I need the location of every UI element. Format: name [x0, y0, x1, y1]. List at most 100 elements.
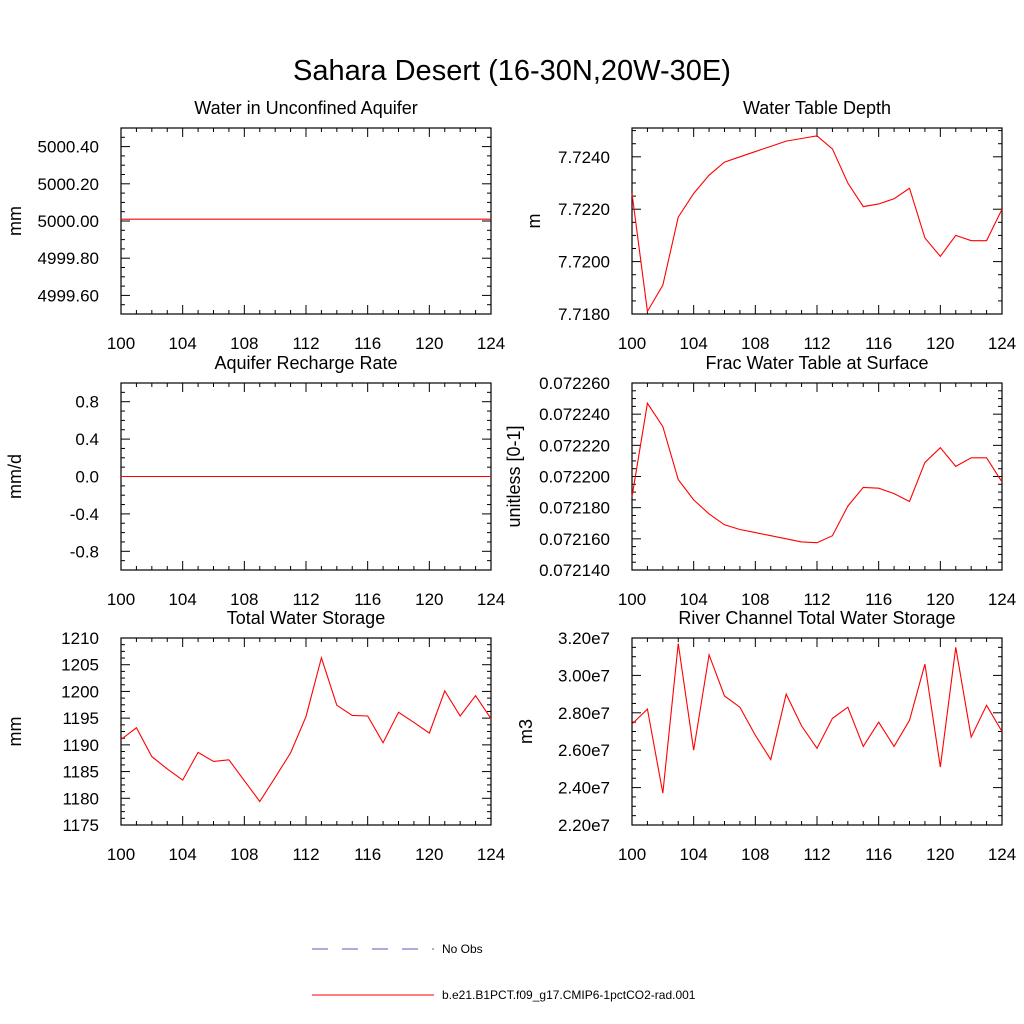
y-tick-label: 1210: [61, 629, 99, 648]
x-tick-label: 116: [865, 590, 892, 609]
x-tick-label: 112: [803, 334, 830, 353]
y-tick-label: 2.40e7: [558, 779, 610, 798]
panel-title: Frac Water Table at Surface: [705, 353, 928, 373]
legend-label-model-run: b.e21.B1PCT.f09_g17.CMIP6-1pctCO2-rad.00…: [442, 988, 696, 1002]
y-tick-label: 0.0: [75, 468, 99, 487]
x-tick-label: 108: [741, 845, 769, 864]
x-tick-label: 104: [679, 590, 707, 609]
x-tick-label: 108: [230, 334, 258, 353]
y-tick-label: 7.7240: [558, 148, 610, 167]
x-tick-label: 108: [230, 590, 258, 609]
y-tick-label: 1200: [61, 682, 99, 701]
panel-frac-water-table-at-surface: Frac Water Table at Surface unitless [0-1…: [504, 353, 1016, 609]
panel-total-water-storage: Total Water Storage mm 100 104 108 112 116 120 1…: [5, 608, 505, 864]
panel-title: River Channel Total Water Storage: [678, 608, 955, 628]
x-tick-label: 124: [988, 334, 1016, 353]
panel-title: Total Water Storage: [227, 608, 385, 628]
y-tick-label: 7.7200: [558, 253, 610, 272]
y-tick-label: 5000.20: [38, 175, 99, 194]
x-tick-label: 100: [618, 590, 646, 609]
y-tick-label: 1190: [62, 736, 99, 755]
plot-frame: [120, 127, 492, 315]
x-tick-label: 116: [354, 334, 381, 353]
y-tick-label: 4999.80: [38, 249, 99, 268]
y-tick-label: 1185: [62, 763, 99, 782]
y-tick-label: 1205: [61, 656, 99, 675]
y-tick-label: 1180: [62, 789, 99, 808]
y-tick-label: 5000.40: [38, 138, 99, 157]
y-tick-label: 0.8: [75, 393, 99, 412]
y-tick-label: 0.4: [75, 430, 99, 449]
panel-aquifer-recharge-rate: Aquifer Recharge Rate mm/d 100 104 108 112 116…: [5, 353, 505, 609]
x-tick-label: 112: [292, 590, 319, 609]
plot-frame: [120, 637, 492, 826]
panel-title: Aquifer Recharge Rate: [214, 353, 397, 373]
plot-frame: [631, 127, 1003, 315]
y-tick-label: -0.8: [70, 542, 99, 561]
plot-frame: [631, 637, 1003, 826]
x-tick-label: 116: [865, 845, 892, 864]
x-tick-label: 100: [107, 334, 135, 353]
x-tick-label: 120: [926, 334, 954, 353]
y-tick-label: 1195: [62, 709, 99, 728]
y-tick-label: 2.60e7: [558, 741, 610, 760]
x-tick-label: 100: [618, 334, 646, 353]
x-tick-label: 120: [926, 590, 954, 609]
series-line-model-run: [631, 135, 1003, 314]
y-tick-label: 0.072220: [539, 436, 610, 455]
x-tick-label: 120: [926, 845, 954, 864]
legend: No Obs b.e21.B1PCT.f09_g17.CMIP6-1pctCO2…: [312, 942, 696, 1002]
panel-title: Water in Unconfined Aquifer: [194, 98, 417, 118]
panel-river-channel-total-water-storage: River Channel Total Water Storage m3 100 10…: [516, 608, 1016, 864]
y-tick-label: 7.7180: [558, 305, 610, 324]
series-line-model-run: [120, 655, 492, 803]
y-tick-label: 2.80e7: [558, 704, 610, 723]
x-tick-label: 104: [679, 334, 707, 353]
x-tick-label: 104: [168, 334, 196, 353]
figure-title: Sahara Desert (16-30N,20W-30E): [293, 55, 731, 87]
y-tick-label: 0.072240: [539, 405, 610, 424]
x-tick-label: 112: [803, 590, 830, 609]
y-axis-label: mm/d: [5, 454, 25, 499]
x-tick-label: 112: [803, 845, 830, 864]
x-tick-label: 120: [415, 845, 443, 864]
x-tick-label: 104: [679, 845, 707, 864]
x-tick-label: 104: [168, 845, 196, 864]
x-tick-label: 112: [292, 334, 319, 353]
series-line-model-run: [631, 401, 1003, 544]
panel-title: Water Table Depth: [743, 98, 891, 118]
x-tick-label: 100: [618, 845, 646, 864]
x-tick-label: 100: [107, 590, 135, 609]
x-tick-label: 108: [741, 334, 769, 353]
y-tick-label: 4999.60: [38, 286, 99, 305]
y-tick-label: -0.4: [70, 505, 99, 524]
x-tick-label: 124: [477, 334, 505, 353]
x-tick-label: 120: [415, 334, 443, 353]
x-tick-label: 104: [168, 590, 196, 609]
y-tick-label: 1175: [62, 816, 99, 835]
x-tick-label: 116: [354, 590, 381, 609]
y-axis-label: m3: [516, 719, 536, 744]
y-tick-label: 7.7220: [558, 200, 610, 219]
y-tick-label: 3.20e7: [558, 629, 610, 648]
y-tick-label: 0.072160: [539, 530, 610, 549]
x-tick-label: 124: [988, 590, 1016, 609]
x-tick-label: 116: [865, 334, 892, 353]
x-tick-label: 124: [988, 845, 1016, 864]
x-tick-label: 108: [741, 590, 769, 609]
x-tick-label: 108: [230, 845, 258, 864]
x-tick-label: 120: [415, 590, 443, 609]
y-axis-label: mm: [5, 206, 25, 236]
x-tick-label: 112: [292, 845, 319, 864]
y-tick-label: 0.072180: [539, 499, 610, 518]
x-tick-label: 100: [107, 845, 135, 864]
y-tick-label: 3.00e7: [558, 666, 610, 685]
x-tick-label: 124: [477, 845, 505, 864]
x-tick-label: 116: [354, 845, 381, 864]
y-tick-label: 2.20e7: [558, 816, 610, 835]
y-tick-label: 0.072260: [539, 374, 610, 393]
series-line-model-run: [631, 643, 1003, 794]
y-axis-label: m: [524, 214, 544, 229]
plot-frame: [631, 382, 1003, 571]
